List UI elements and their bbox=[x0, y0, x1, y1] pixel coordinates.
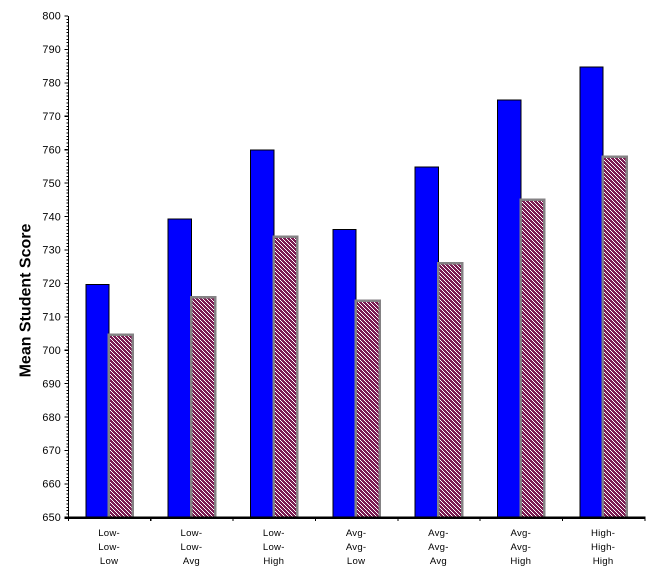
svg-text:790: 790 bbox=[42, 44, 61, 56]
svg-text:780: 780 bbox=[42, 78, 61, 90]
svg-text:Avg: Avg bbox=[183, 556, 200, 567]
svg-text:730: 730 bbox=[42, 245, 61, 257]
svg-text:Low-: Low- bbox=[263, 528, 285, 539]
svg-text:Low-: Low- bbox=[181, 528, 203, 539]
svg-text:Avg-: Avg- bbox=[428, 528, 449, 539]
svg-text:Avg-: Avg- bbox=[511, 528, 532, 539]
svg-text:710: 710 bbox=[42, 312, 61, 324]
svg-text:Low: Low bbox=[347, 556, 365, 567]
svg-text:660: 660 bbox=[42, 479, 61, 491]
svg-text:690: 690 bbox=[42, 378, 61, 390]
svg-text:High: High bbox=[263, 556, 284, 567]
svg-text:670: 670 bbox=[42, 445, 61, 457]
svg-text:High: High bbox=[510, 556, 531, 567]
svg-text:High-: High- bbox=[591, 542, 615, 553]
svg-text:720: 720 bbox=[42, 278, 61, 290]
svg-text:650: 650 bbox=[42, 512, 61, 524]
svg-text:Avg-: Avg- bbox=[511, 542, 532, 553]
svg-text:750: 750 bbox=[42, 178, 61, 190]
svg-text:770: 770 bbox=[42, 111, 61, 123]
svg-text:Low-: Low- bbox=[98, 528, 120, 539]
svg-text:760: 760 bbox=[42, 144, 61, 156]
svg-text:Low-: Low- bbox=[181, 542, 203, 553]
svg-text:800: 800 bbox=[42, 11, 61, 23]
svg-text:Avg: Avg bbox=[430, 556, 447, 567]
svg-text:Low: Low bbox=[100, 556, 118, 567]
svg-text:680: 680 bbox=[42, 412, 61, 424]
svg-text:High-: High- bbox=[591, 528, 615, 539]
svg-text:High: High bbox=[593, 556, 614, 567]
svg-text:700: 700 bbox=[42, 345, 61, 357]
svg-text:740: 740 bbox=[42, 211, 61, 223]
svg-text:Low-: Low- bbox=[263, 542, 285, 553]
svg-text:Low-: Low- bbox=[98, 542, 120, 553]
svg-text:Mean Student Score: Mean Student Score bbox=[18, 224, 35, 378]
svg-text:Avg-: Avg- bbox=[428, 542, 449, 553]
svg-text:Avg-: Avg- bbox=[346, 542, 367, 553]
svg-text:Avg-: Avg- bbox=[346, 528, 367, 539]
